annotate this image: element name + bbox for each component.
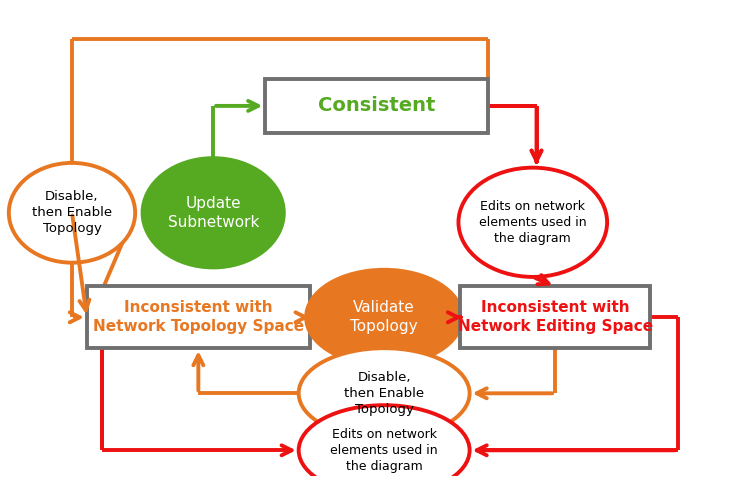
- Text: Edits on network
elements used in
the diagram: Edits on network elements used in the di…: [330, 428, 438, 473]
- FancyBboxPatch shape: [266, 79, 488, 133]
- Ellipse shape: [142, 158, 283, 267]
- FancyBboxPatch shape: [87, 287, 310, 348]
- Text: Inconsistent with
Network Topology Space: Inconsistent with Network Topology Space: [93, 300, 304, 334]
- Text: Update
Subnetwork: Update Subnetwork: [168, 196, 259, 229]
- Ellipse shape: [298, 348, 470, 438]
- Ellipse shape: [9, 163, 135, 263]
- FancyBboxPatch shape: [460, 287, 650, 348]
- Text: Consistent: Consistent: [318, 96, 436, 115]
- Text: Edits on network
elements used in
the diagram: Edits on network elements used in the di…: [479, 200, 586, 245]
- Ellipse shape: [306, 270, 463, 365]
- Text: Inconsistent with
Network Editing Space: Inconsistent with Network Editing Space: [457, 300, 653, 334]
- Text: Disable,
then Enable
Topology: Disable, then Enable Topology: [344, 371, 424, 416]
- Text: Disable,
then Enable
Topology: Disable, then Enable Topology: [32, 190, 112, 235]
- Text: Validate
Topology: Validate Topology: [351, 300, 418, 334]
- Ellipse shape: [298, 405, 470, 480]
- Ellipse shape: [459, 168, 607, 277]
